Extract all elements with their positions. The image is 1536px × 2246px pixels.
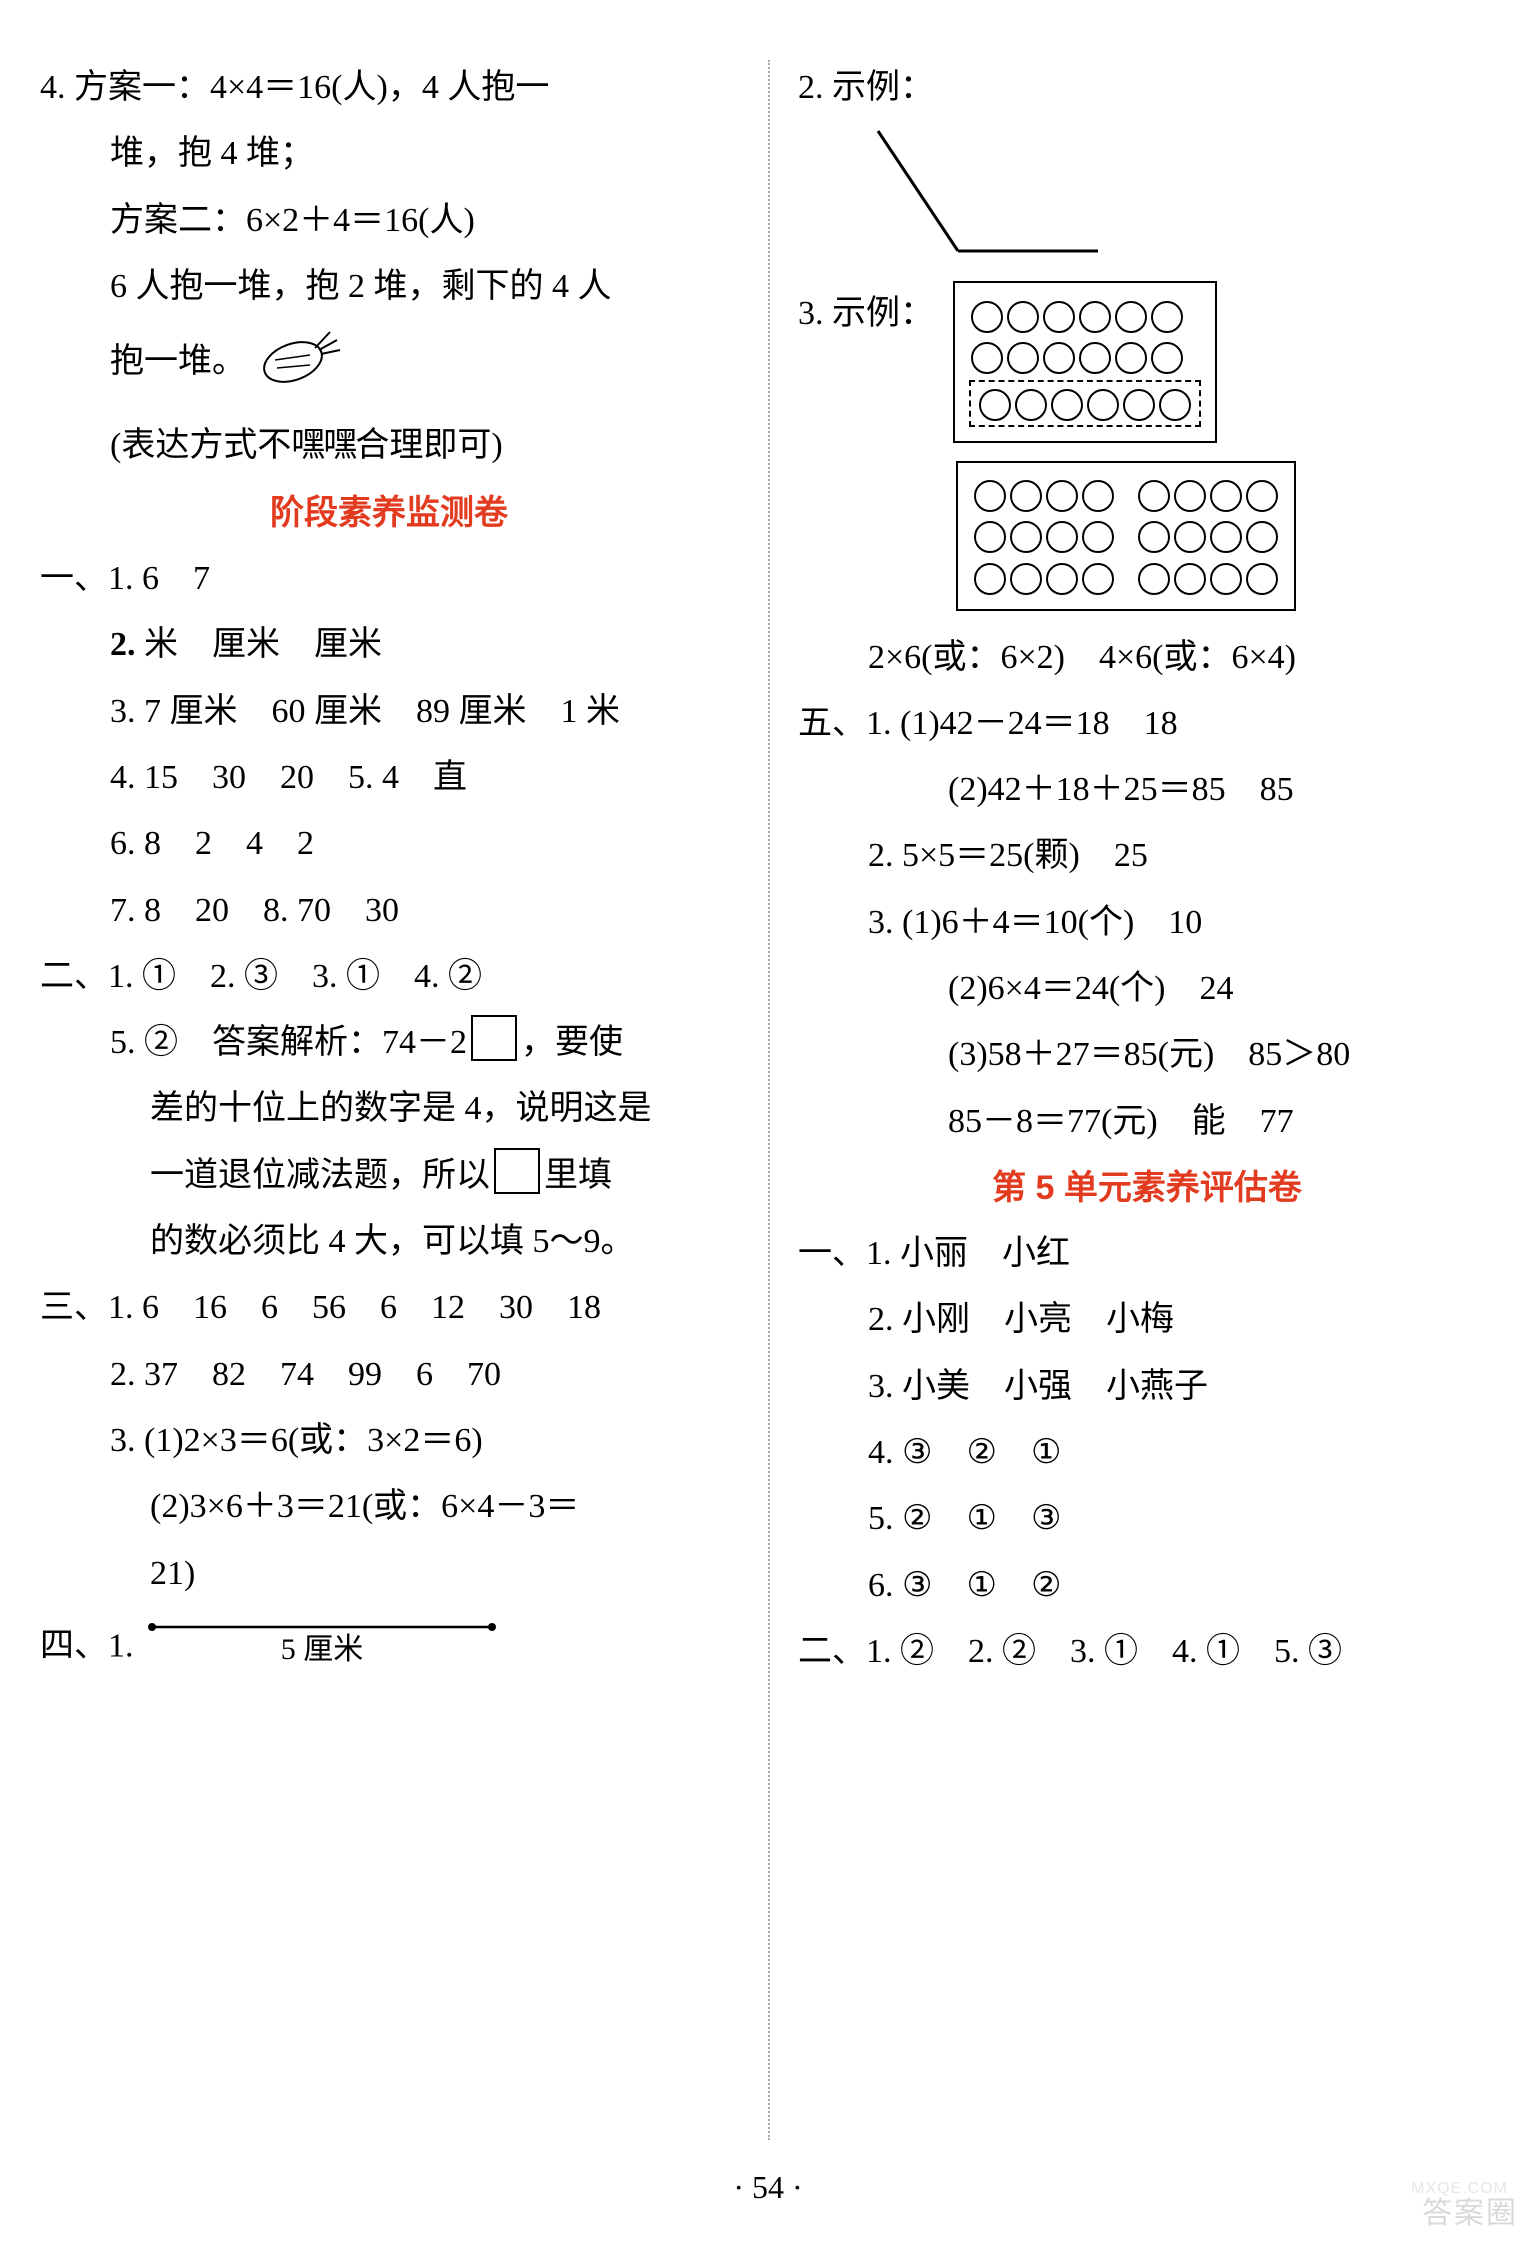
u2-line: 二、1. ② 2. ② 3. ① 4. ① 5. ③ <box>798 1619 1496 1685</box>
q3-row: 3. 示例： <box>798 281 1496 443</box>
watermark: 答案圈 <box>1422 2188 1518 2232</box>
sec4: 四、1. 5 厘米 <box>40 1607 738 1690</box>
sec4-head: 四、1. <box>40 1627 134 1664</box>
u1-l3: 3. 小美 小强 小燕子 <box>798 1354 1496 1420</box>
page: 4. 方案一：4×4＝16(人)，4 人抱一 堆，抱 4 堆； 方案二：6×2＋… <box>0 0 1536 2160</box>
sec5-l7: 85－8＝77(元) 能 77 <box>798 1089 1496 1155</box>
q3-label: 3. 示例： <box>798 295 934 332</box>
u1-l4: 4. ③ ② ① <box>798 1420 1496 1486</box>
circles-box-1 <box>953 281 1217 443</box>
sec1-l2: 2. 2. 米 厘米 厘米米 厘米 厘米 <box>40 612 738 678</box>
sec2-l2a: 5. ② 答案解析：74－2 <box>110 1024 467 1061</box>
q2-label: 2. 示例： <box>798 55 1496 121</box>
sec1-l6: 7. 8 20 8. 70 30 <box>40 878 738 944</box>
blank-box-icon <box>471 1015 517 1061</box>
q4-line6: (表达方式不嘿嘿合理即可) <box>40 413 738 479</box>
ruler-label: 5 厘米 <box>281 1633 364 1666</box>
q4-line3: 方案二：6×2＋4＝16(人) <box>40 188 738 254</box>
formula-line: 2×6(或：6×2) 4×6(或：6×4) <box>798 625 1496 691</box>
right-column: 2. 示例： 3. 示例： 2×6(或：6×2) 4×6(或：6×4) 五、1.… <box>768 55 1496 2120</box>
sec3-l3: 3. (1)2×3＝6(或：3×2＝6) <box>40 1408 738 1474</box>
u1-l2: 2. 小刚 小亮 小梅 <box>798 1287 1496 1353</box>
sec1-l5: 6. 8 2 4 2 <box>40 811 738 877</box>
sec5-l2: (2)42＋18＋25＝85 85 <box>798 757 1496 823</box>
sec5-head: 五、1. (1)42－24＝18 18 <box>798 691 1496 757</box>
q4-line4: 6 人抱一堆，抱 2 堆，剩下的 4 人 <box>40 254 738 320</box>
sec2-l4b: 里填 <box>544 1157 612 1194</box>
u1-head: 一、1. 小丽 小红 <box>798 1221 1496 1287</box>
sec2-l4a: 一道退位减法题，所以 <box>150 1157 490 1194</box>
unit5-title: 第 5 单元素养评估卷 <box>798 1155 1496 1221</box>
sec5-l4: 3. (1)6＋4＝10(个) 10 <box>798 890 1496 956</box>
q4-l6a: (表达方式不 <box>110 427 291 464</box>
sec2-l2b: ，要使 <box>521 1024 623 1061</box>
u1-l5: 5. ② ① ③ <box>798 1486 1496 1552</box>
sec2-l5: 的数必须比 4 大，可以填 5～9。 <box>40 1209 738 1275</box>
circles-box-2 <box>956 461 1296 611</box>
stage-title: 阶段素养监测卷 <box>40 480 738 546</box>
sec2-l3: 差的十位上的数字是 4，说明这是 <box>40 1076 738 1142</box>
q4-line5: 抱一堆。 <box>40 320 738 413</box>
sec3-l5: 21) <box>40 1541 738 1607</box>
sec3-l4: (2)3×6＋3＝21(或：6×4－3＝ <box>40 1474 738 1540</box>
circles-box-2-wrap <box>946 461 1496 611</box>
sec3-l2: 2. 37 82 74 99 6 70 <box>40 1342 738 1408</box>
ruler-line-icon: 5 厘米 <box>142 1607 502 1690</box>
blank-box-icon <box>494 1148 540 1194</box>
sec2-l2: 5. ② 答案解析：74－2 ，要使 <box>40 1010 738 1076</box>
q4-line2: 堆，抱 4 堆； <box>40 121 738 187</box>
sec1-l4: 4. 15 30 20 5. 4 直 <box>40 745 738 811</box>
sec1-l3: 3. 7 厘米 60 厘米 89 厘米 1 米 <box>40 679 738 745</box>
sec2-l4: 一道退位减法题，所以 里填 <box>40 1143 738 1209</box>
sec5-l6: (3)58＋27＝85(元) 85＞80 <box>798 1022 1496 1088</box>
q4-l6b: 合理即可) <box>355 427 502 464</box>
sec2-head: 二、1. ① 2. ③ 3. ① 4. ② <box>40 944 738 1010</box>
sec5-l3: 2. 5×5＝25(颗) 25 <box>798 823 1496 889</box>
carrot-icon <box>255 320 345 413</box>
u1-l6: 6. ③ ① ② <box>798 1553 1496 1619</box>
left-column: 4. 方案一：4×4＝16(人)，4 人抱一 堆，抱 4 堆； 方案二：6×2＋… <box>40 55 768 2120</box>
q4-line5-text: 抱一堆。 <box>110 343 246 380</box>
sec1-head: 一、1. 6 7 <box>40 546 738 612</box>
sec5-l5: (2)6×4＝24(个) 24 <box>798 956 1496 1022</box>
page-number: · 54 · <box>0 2169 1536 2206</box>
sec3-head: 三、1. 6 16 6 56 6 12 30 18 <box>40 1275 738 1341</box>
angle-line-icon <box>848 121 1108 271</box>
q4-line1: 4. 方案一：4×4＝16(人)，4 人抱一 <box>40 55 738 121</box>
